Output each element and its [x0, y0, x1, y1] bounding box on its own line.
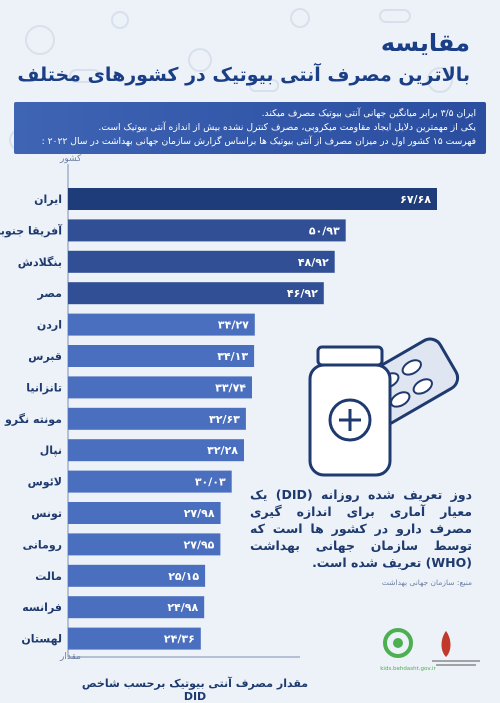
- bar-value-label-11: ۲۷/۹۵: [184, 538, 215, 551]
- category-axis-label: کشور: [60, 154, 82, 164]
- logo-url: kids.behdasht.gov.ir: [380, 666, 436, 672]
- bar-2: [68, 250, 335, 273]
- bar-10: [68, 502, 221, 524]
- bar-value-label-10: ۲۷/۹۸: [184, 507, 215, 520]
- page-subtitle: بالاترین مصرف آنتی بیوتیک در کشورهای مخت…: [17, 64, 470, 86]
- category-label-13: فرانسه: [22, 601, 62, 614]
- info-line-3: فهرست ۱۵ کشور اول در میزان مصرف از آنتی …: [41, 136, 476, 147]
- category-label-11: رومانی: [23, 538, 62, 551]
- bar-value-label-7: ۳۲/۶۳: [209, 413, 240, 426]
- category-label-3: مصر: [37, 287, 63, 300]
- bar-1: [68, 219, 346, 242]
- category-label-8: نپال: [40, 444, 62, 457]
- medicine-illustration: [308, 337, 460, 477]
- info-line-2: یکی از مهمترین دلایل ایجاد مقاومت میکروب…: [98, 122, 476, 133]
- chart-caption: مقدار مصرف آنتی بیوتیک برحسب شاخص DID: [81, 677, 309, 703]
- category-label-5: قبرس: [28, 350, 62, 363]
- bar-value-label-2: ۴۸/۹۲: [298, 256, 329, 269]
- category-label-2: بنگلادش: [18, 256, 62, 269]
- bar-value-label-9: ۳۰/۰۳: [195, 476, 226, 489]
- bar-5: [68, 345, 255, 367]
- bar-value-label-6: ۳۳/۷۴: [215, 381, 246, 394]
- bar-value-label-8: ۳۲/۲۸: [207, 444, 238, 457]
- category-label-6: تانزانیا: [26, 381, 62, 394]
- did-note: دوز تعریف شده روزانه (DID) یک معیار آمار…: [250, 487, 473, 570]
- bar-value-label-12: ۲۵/۱۵: [168, 570, 199, 583]
- bar-value-label-0: ۶۷/۶۸: [400, 193, 431, 206]
- category-label-12: مالت: [35, 570, 62, 583]
- bar-value-label-5: ۳۴/۱۳: [217, 350, 248, 363]
- bar-11: [68, 533, 221, 556]
- category-label-10: تونس: [31, 507, 62, 520]
- bar-7: [68, 407, 246, 430]
- page-title: مقایسه: [380, 29, 470, 57]
- ministry-emblem-icon: [432, 631, 480, 666]
- bar-value-label-1: ۵۰/۹۳: [309, 224, 340, 237]
- category-label-4: اردن: [37, 319, 62, 332]
- category-label-0: ایران: [34, 193, 62, 206]
- bar-8: [68, 439, 244, 462]
- bar-value-label-3: ۴۶/۹۲: [287, 287, 318, 300]
- bar-13: [68, 596, 205, 619]
- note-source: منبع: سازمان جهانی بهداشت: [381, 578, 472, 587]
- category-label-7: مونته نگرو: [4, 413, 62, 426]
- bar-14: [68, 627, 201, 650]
- bar-value-label-13: ۲۴/۹۸: [167, 601, 198, 614]
- logos: [383, 628, 480, 666]
- info-line-1: ایران ۳/۵ برابر میانگین جهانی آنتی بیوتی…: [261, 108, 476, 119]
- bar-value-label-4: ۳۴/۲۷: [218, 319, 249, 332]
- category-label-9: لائوس: [28, 476, 62, 489]
- category-label-1: آفریقا جنوبی: [0, 223, 62, 237]
- info-box: ایران ۳/۵ برابر میانگین جهانی آنتی بیوتی…: [14, 102, 486, 154]
- bar-6: [68, 376, 252, 399]
- bar-4: [68, 313, 255, 336]
- bar-9: [68, 470, 232, 493]
- title-block: مقایسه بالاترین مصرف آنتی بیوتیک در کشور…: [17, 28, 470, 88]
- bar-12: [68, 564, 206, 587]
- pill-bottle-icon: [308, 345, 392, 477]
- bar-3: [68, 282, 324, 305]
- bar-0: [68, 188, 437, 210]
- category-label-14: لهستان: [21, 633, 62, 646]
- bar-value-label-14: ۲۴/۳۶: [164, 633, 195, 646]
- health-kids-logo-icon: [383, 628, 413, 658]
